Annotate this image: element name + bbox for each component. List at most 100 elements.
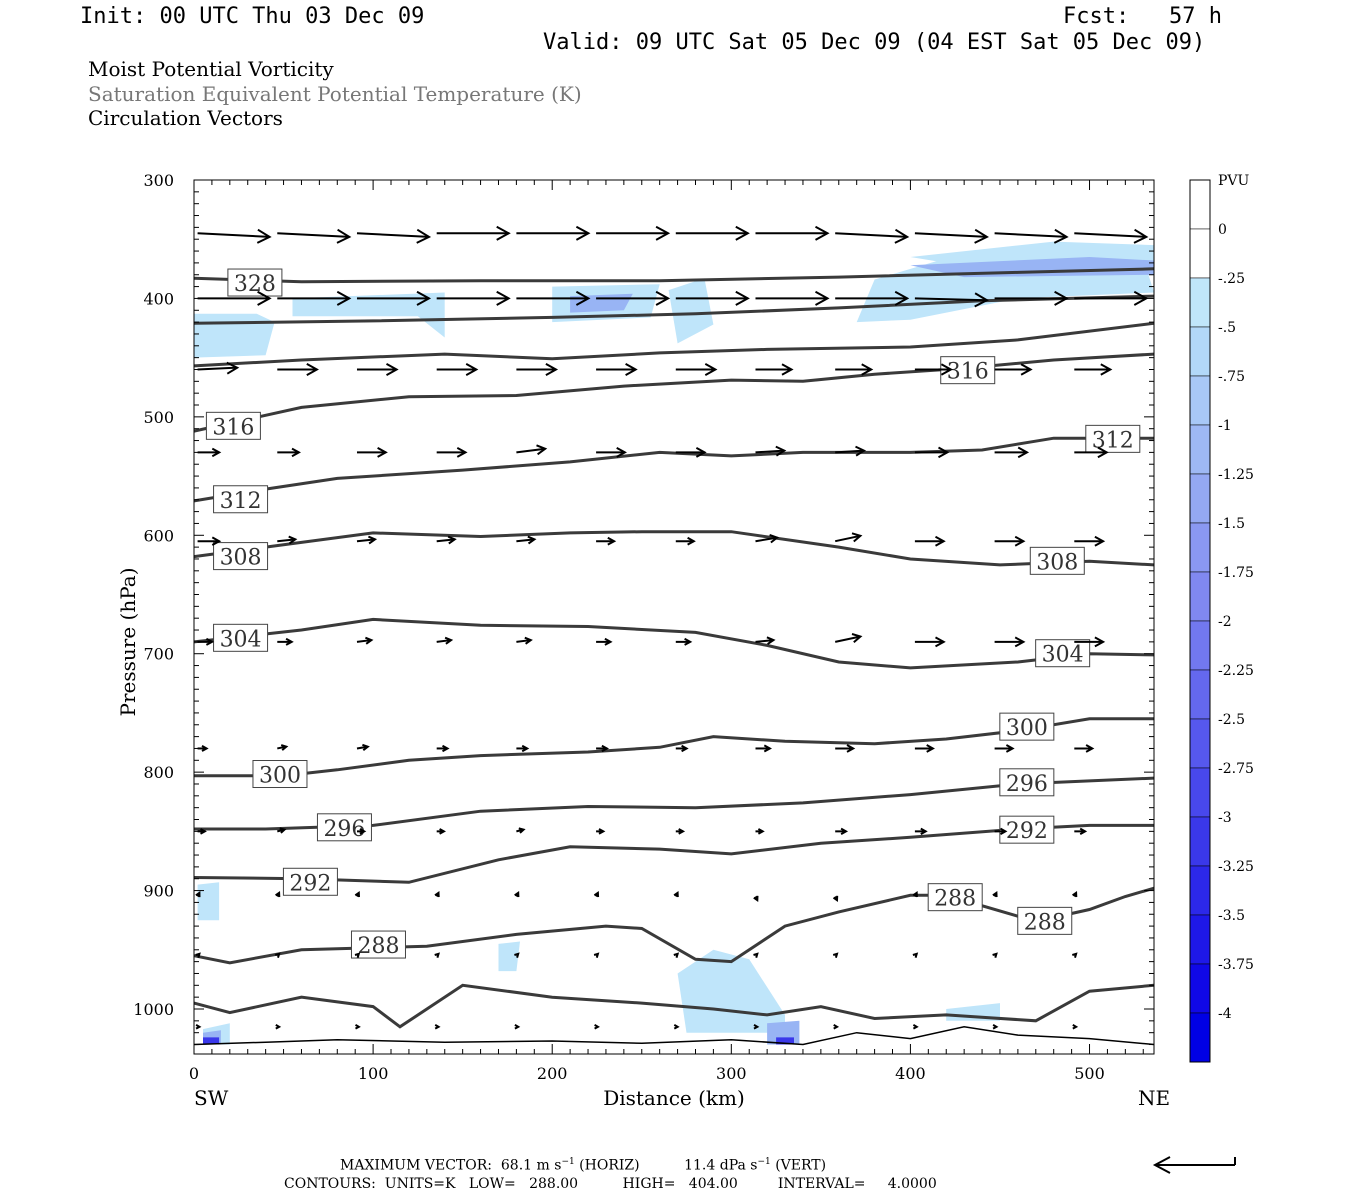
theta-es-contour-284 <box>193 983 1155 1029</box>
circulation-vector-head <box>598 828 606 835</box>
contour-label-288: 288 <box>357 934 399 959</box>
circulation-vector-head <box>275 1024 282 1030</box>
colorbar-label: -2.5 <box>1218 712 1245 728</box>
circulation-vector-head <box>288 535 298 545</box>
circulation-vector-head <box>257 290 272 306</box>
circulation-vector-head <box>575 225 591 241</box>
circulation-vector-head <box>757 828 765 835</box>
contour-label-316: 316 <box>947 360 989 385</box>
colorbar-segment <box>1189 620 1211 671</box>
colorbar-label: -2.75 <box>1218 761 1254 777</box>
circulation-vector-head <box>1054 290 1069 306</box>
colorbar-label: -1.5 <box>1218 516 1245 532</box>
contour-label-288: 288 <box>1024 910 1066 935</box>
theta-es-contour-320 <box>193 321 1155 368</box>
pv-shade-region <box>677 949 785 1033</box>
colorbar-segment <box>1189 914 1211 965</box>
colorbar-label: -.5 <box>1218 320 1236 336</box>
circulation-vector-head <box>280 744 289 751</box>
circulation-vector-head <box>992 891 998 898</box>
contour-label-box <box>1017 906 1073 935</box>
circulation-vector-head <box>368 535 378 545</box>
circulation-vector-head <box>992 952 998 958</box>
colorbar-segment <box>1189 424 1211 475</box>
circulation-vector-head <box>851 532 863 543</box>
circulation-vector-head <box>593 891 600 898</box>
max-vector-horiz: 68.1 m s <box>500 1157 562 1174</box>
contour-label-box <box>1085 424 1141 453</box>
colorbar-segment <box>1189 326 1211 377</box>
contour-label-box <box>227 268 283 297</box>
circulation-vector-head <box>1005 744 1015 753</box>
circulation-vector-head <box>518 827 526 834</box>
circulation-vector-head <box>416 228 432 244</box>
circulation-vector-head <box>861 363 874 376</box>
colorbar-label: -3.25 <box>1218 859 1254 875</box>
circulation-vector-head <box>832 952 839 958</box>
circulation-vector-head <box>1072 952 1078 958</box>
circulation-vector-head <box>514 952 520 958</box>
circulation-vector-head <box>687 536 696 546</box>
circulation-vector-head <box>1000 827 1008 835</box>
circulation-vector-head <box>935 636 946 648</box>
circulation-vector-head <box>763 744 772 753</box>
circulation-vector-head <box>912 891 918 898</box>
forecast-hour: Fcst: 57 h <box>1063 4 1222 29</box>
circulation-vector-head <box>992 1024 999 1030</box>
x-tick-label: 300 <box>716 1064 747 1083</box>
circulation-vector-head <box>195 1024 202 1030</box>
contour-label-box <box>999 768 1055 797</box>
circulation-vector <box>436 538 455 543</box>
y-tick-label: 300 <box>143 171 174 190</box>
colorbar-segment <box>1189 718 1211 769</box>
circulation-vector-head <box>815 225 830 241</box>
max-vector-label: MAXIMUM VECTOR: <box>340 1157 492 1174</box>
circulation-vector-head <box>336 228 352 244</box>
colorbar-title: PVU <box>1218 173 1250 189</box>
x-right-end-label: NE <box>1138 1086 1170 1110</box>
contour-label-box <box>1029 546 1085 575</box>
circulation-vector <box>516 447 546 454</box>
circulation-vector-head <box>434 1024 441 1030</box>
circulation-vector-head <box>855 445 867 457</box>
circulation-vector <box>755 536 778 543</box>
colorbar-label: -3.75 <box>1218 957 1254 973</box>
circulation-vector-head <box>1094 535 1106 547</box>
contour-label-300: 300 <box>1006 716 1048 741</box>
field-title-vectors: Circulation Vectors <box>88 106 283 130</box>
circulation-vector-head <box>616 447 627 458</box>
circulation-vector-head <box>1014 636 1026 648</box>
circulation-vector-head <box>894 290 910 306</box>
circulation-vector-head <box>1020 363 1033 376</box>
circulation-vector-head <box>753 952 759 958</box>
colorbar-label: -4 <box>1218 1006 1232 1022</box>
y-tick-label: 600 <box>143 526 174 545</box>
max-vector-text: MAXIMUM VECTOR: 68.1 m s−1 (HORIZ) 11.4 … <box>340 1157 827 1174</box>
circulation-vector-head <box>200 828 207 835</box>
circulation-vector-head <box>833 1024 840 1030</box>
contour-label-292: 292 <box>289 871 331 896</box>
circulation-vector-head <box>306 363 319 376</box>
circulation-vector-head <box>673 952 680 958</box>
contour-label-box <box>316 813 372 842</box>
circulation-vector-head <box>769 534 780 544</box>
circulation-vector-head <box>684 637 693 646</box>
circulation-vector-head <box>226 361 240 375</box>
circulation-vector-head <box>1079 827 1088 835</box>
circulation-vector <box>914 232 987 238</box>
circulation-vector <box>277 232 350 238</box>
x-tick-label: 200 <box>537 1064 568 1083</box>
circulation-vector-head <box>205 637 215 646</box>
circulation-vector-head <box>336 290 352 306</box>
circulation-vector-head <box>359 828 367 835</box>
contour-label-box <box>282 867 338 896</box>
theta-es-contour-312 <box>193 436 1154 503</box>
colorbar-label: -.75 <box>1218 369 1245 385</box>
circulation-vector-head <box>781 363 794 376</box>
circulation-vector-head <box>355 1024 361 1030</box>
contour-label-box <box>252 760 308 789</box>
circulation-vector-head <box>545 363 559 376</box>
circulation-vector-head <box>1133 228 1149 244</box>
circulation-vector-head <box>846 744 856 753</box>
horiz-tag: (HORIZ) <box>579 1157 640 1174</box>
